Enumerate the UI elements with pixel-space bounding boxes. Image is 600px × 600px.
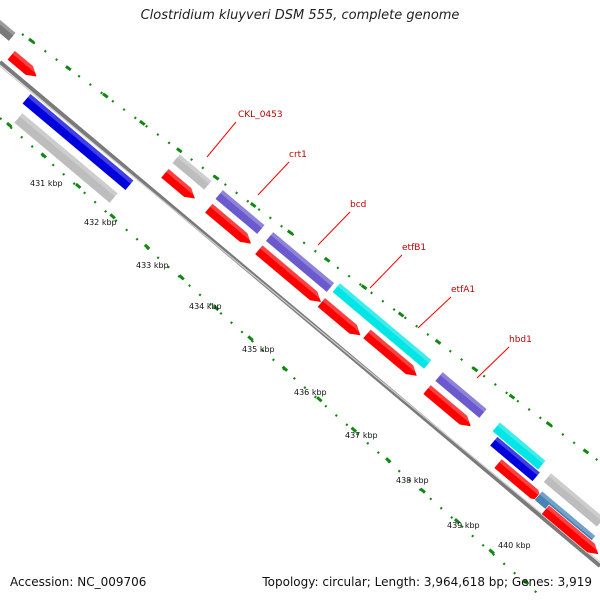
tick-label: 434 kbp	[189, 302, 222, 311]
gene-leader-line	[417, 296, 452, 329]
cds-arrow	[160, 168, 200, 200]
cds-arrow	[362, 328, 422, 377]
feature-tracks	[0, 18, 600, 555]
cog-purple-block	[214, 189, 266, 235]
genome-stats-text: Topology: circular; Length: 3,964,618 bp…	[262, 575, 592, 589]
gene-label: bcd	[350, 200, 366, 210]
tick-label: 431 kbp	[30, 179, 63, 188]
gene-leader-line	[476, 346, 510, 379]
cog-gray-block	[171, 153, 213, 191]
tick-label: 432 kbp	[84, 218, 117, 227]
gene-label: etfA1	[451, 285, 475, 295]
gene-label: CKL_0453	[238, 110, 283, 120]
accession-text: Accession: NC_009706	[10, 575, 147, 589]
gene-label: hbd1	[509, 335, 532, 345]
gene-leader-line	[369, 254, 403, 289]
cds-arrow	[422, 384, 476, 428]
cog-blue-block	[489, 435, 541, 483]
cog-cyan-block	[331, 282, 433, 370]
cog-gray-block	[13, 112, 119, 204]
tick-labels: 431 kbp 432 kbp 433 kbp 434 kbp 435 kbp 436 k…	[30, 179, 531, 550]
tick-label: 436 kbp	[294, 388, 327, 397]
tick-label: 438 kbp	[396, 476, 429, 485]
scale-dotted-lines	[0, 33, 600, 600]
tick-label: 437 kbp	[345, 431, 378, 440]
gene-labels: CKL_0453 crt1 bcd etfB1 etfA1 hbd1	[206, 110, 532, 379]
gene-leader-line	[206, 121, 237, 158]
tick-label: 433 kbp	[136, 261, 169, 270]
gene-leader-line	[257, 161, 290, 196]
cds-arrow	[540, 504, 600, 555]
outer-dotted-line-major	[28, 37, 600, 464]
map-title: Clostridium kluyveri DSM 555, complete g…	[140, 8, 460, 23]
tick-label: 440 kbp	[498, 541, 531, 550]
cog-purple-block	[434, 371, 488, 419]
cds-arrow	[316, 297, 365, 337]
gene-label: crt1	[289, 150, 307, 160]
cog-purple-block	[265, 231, 335, 293]
cog-gray-block	[542, 472, 600, 528]
cog-gray-block	[0, 18, 17, 42]
tick-label: 435 kbp	[242, 345, 275, 354]
genome-backbone	[0, 60, 600, 568]
gene-label: etfB1	[402, 243, 426, 253]
cds-arrow	[254, 244, 326, 303]
gene-leader-line	[317, 211, 351, 246]
backbone-line-inner	[0, 65, 600, 563]
cds-arrow	[6, 50, 41, 78]
cog-cyan-block	[491, 421, 547, 471]
tick-label: 439 kbp	[447, 521, 480, 530]
cds-arrow	[204, 202, 256, 245]
cog-blue-block	[21, 93, 135, 191]
